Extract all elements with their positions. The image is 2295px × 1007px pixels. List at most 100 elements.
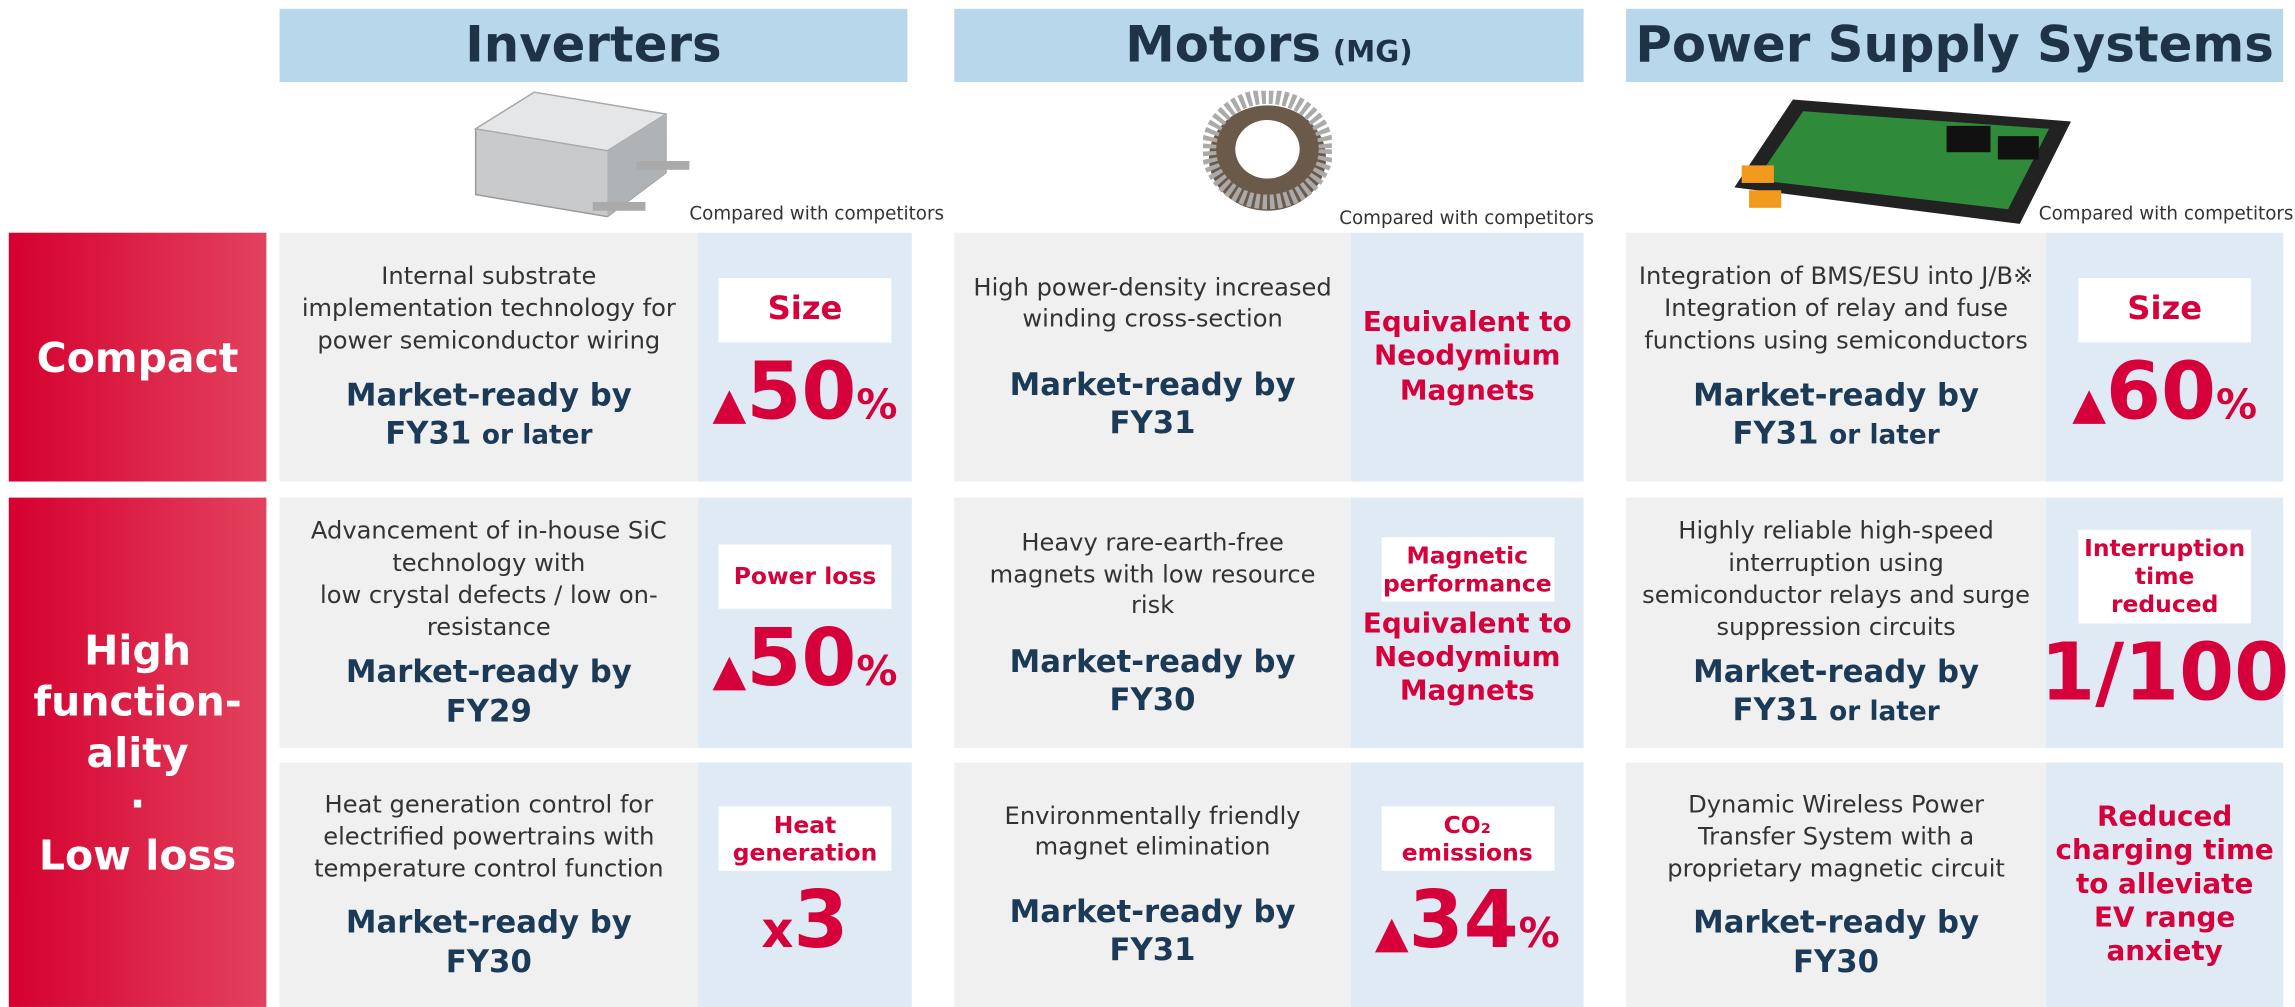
market-ready-label: Market-ready by	[345, 654, 632, 690]
metric-number: 3	[793, 873, 849, 966]
metric-unit: %	[2216, 380, 2258, 430]
comparison-note: Compared with competitors	[1339, 206, 1594, 229]
metric-label: Interruption time reduced	[2078, 529, 2252, 623]
market-target: FY31	[385, 416, 472, 452]
description: Integration of BMS/ESU into J/B※ Integra…	[1638, 262, 2034, 355]
metric-unit: %	[856, 380, 898, 430]
market-ready: Market-ready by FY30	[346, 903, 632, 980]
market-target: FY31	[1109, 932, 1196, 968]
metric-panel: Size ▲60%	[2046, 232, 2284, 482]
market-target: FY30	[445, 943, 532, 979]
market-ready: Market-ready by FY30	[1010, 642, 1296, 719]
metric-value: ▲50%	[713, 614, 898, 701]
market-target: FY30	[1793, 943, 1880, 979]
cell-description-panel: Dynamic Wireless Power Transfer System w…	[1626, 762, 2047, 1007]
description: Heat generation control for electrified …	[314, 790, 664, 883]
metric-number: 34	[1408, 873, 1519, 966]
metric-number: 1/100	[2040, 625, 2290, 719]
metric-text: Equivalent to Neodymium Magnets	[1362, 607, 1572, 708]
description: Internal substrate implementation techno…	[301, 262, 676, 355]
metric-value: x3	[761, 873, 849, 966]
cell-description-panel: High power-density increased winding cro…	[954, 232, 1351, 482]
cell-description-panel: Environmentally friendly magnet eliminat…	[954, 762, 1351, 1007]
description: Heavy rare-earth-free magnets with low r…	[989, 527, 1316, 620]
metric-prefix: ▲	[712, 645, 747, 697]
cell-description-panel: Internal substrate implementation techno…	[279, 232, 699, 482]
inverter-image	[473, 91, 690, 218]
row-label: Compact	[8, 232, 267, 482]
metric-panel: Interruption time reduced 1/100	[2040, 497, 2289, 748]
description: Advancement of in-house SiC technology w…	[310, 517, 667, 642]
cell-description-panel: Integration of BMS/ESU into J/B※ Integra…	[1626, 232, 2047, 482]
metric-number: 50	[746, 611, 857, 704]
cell-description-panel: Advancement of in-house SiC technology w…	[279, 497, 699, 748]
cell-description-panel: Highly reliable high-speed interruption …	[1626, 497, 2047, 748]
column-title-suffix: (MG)	[1332, 33, 1413, 69]
market-ready-label: Market-ready by	[1693, 904, 1980, 940]
metric-panel: Equivalent to Neodymium Magnets	[1350, 232, 1584, 482]
market-ready-label: Market-ready by	[345, 904, 632, 940]
metric-value: ▲60%	[2072, 345, 2258, 439]
market-ready-label: Market-ready by	[1009, 894, 1296, 930]
metric-panel: Magnetic performance Equivalent to Neodym…	[1350, 497, 1584, 748]
pcb-image	[1734, 99, 2071, 224]
market-ready-label: Market-ready by	[1009, 367, 1296, 403]
market-qualifier: or later	[1829, 697, 1940, 728]
column-header: Motors (MG)	[954, 8, 1584, 82]
comparison-note: Compared with competitors	[2038, 201, 2294, 224]
market-ready-label: Market-ready by	[1693, 654, 1980, 690]
metric-text: Equivalent to Neodymium Magnets	[1362, 306, 1572, 407]
metric-label: Power loss	[718, 544, 892, 609]
metric-value: ▲50%	[712, 345, 898, 439]
market-target: FY29	[445, 693, 532, 729]
metric-panel: Reduced charging time to alleviate EV ra…	[2046, 762, 2284, 1007]
column-header: Inverters	[279, 8, 908, 82]
market-ready-label: Market-ready by	[1693, 377, 1980, 413]
metric-prefix: ▲	[1374, 907, 1409, 959]
metric-label: Size	[2078, 278, 2252, 343]
comparison-note: Compared with competitors	[689, 201, 945, 224]
metric-value: ▲34%	[1374, 873, 1560, 966]
market-ready-label: Market-ready by	[345, 377, 632, 413]
description: Environmentally friendly magnet eliminat…	[1004, 801, 1301, 862]
metric-panel: Heat generation x3	[698, 762, 912, 1007]
description: Highly reliable high-speed interruption …	[1642, 516, 2030, 642]
metric-number: 50	[746, 345, 857, 439]
market-ready: Market-ready by FY31 or later	[1693, 376, 1979, 453]
market-ready-label: Market-ready by	[1009, 643, 1296, 680]
metric-prefix: x	[761, 901, 794, 961]
metric-panel: Power loss ▲50%	[698, 497, 912, 748]
motor-image	[1203, 90, 1332, 211]
metric-value: 1/100	[2040, 625, 2290, 719]
market-ready: Market-ready by FY31 or later	[346, 376, 632, 453]
market-target: FY31	[1732, 692, 1819, 728]
column-title: Inverters	[465, 16, 722, 75]
column-header: Power Supply Systems	[1626, 8, 2284, 82]
description: Dynamic Wireless Power Transfer System w…	[1667, 790, 2005, 883]
market-target: FY30	[1109, 682, 1196, 718]
market-qualifier: or later	[1829, 420, 1940, 452]
market-ready: Market-ready by FY29	[346, 653, 632, 730]
market-target: FY31	[1109, 405, 1196, 441]
metric-unit: %	[1518, 908, 1560, 958]
metric-text: Reduced charging time to alleviate EV ra…	[2055, 799, 2274, 968]
metric-prefix: ▲	[2072, 379, 2107, 431]
cell-description-panel: Heat generation control for electrified …	[279, 762, 699, 1007]
metric-label: Magnetic performance	[1380, 536, 1554, 602]
market-ready: Market-ready by FY31	[1010, 893, 1296, 970]
metric-prefix: ▲	[712, 379, 747, 431]
market-ready: Market-ready by FY31	[1010, 366, 1296, 443]
column-title: Power Supply Systems	[1635, 16, 2274, 75]
row-label: High function- ality · Low loss	[8, 497, 267, 1007]
metric-label: Size	[718, 278, 892, 343]
market-ready: Market-ready by FY30	[1693, 903, 1979, 980]
metric-label: CO₂ emissions	[1380, 805, 1554, 871]
column-title: Motors	[1125, 16, 1322, 75]
market-qualifier: or later	[481, 420, 593, 452]
metric-panel: Size ▲50%	[698, 232, 912, 482]
cell-description-panel: Heavy rare-earth-free magnets with low r…	[954, 497, 1351, 748]
market-ready: Market-ready by FY31 or later	[1693, 653, 1979, 730]
metric-label: Heat generation	[718, 805, 892, 871]
metric-number: 60	[2106, 345, 2217, 439]
